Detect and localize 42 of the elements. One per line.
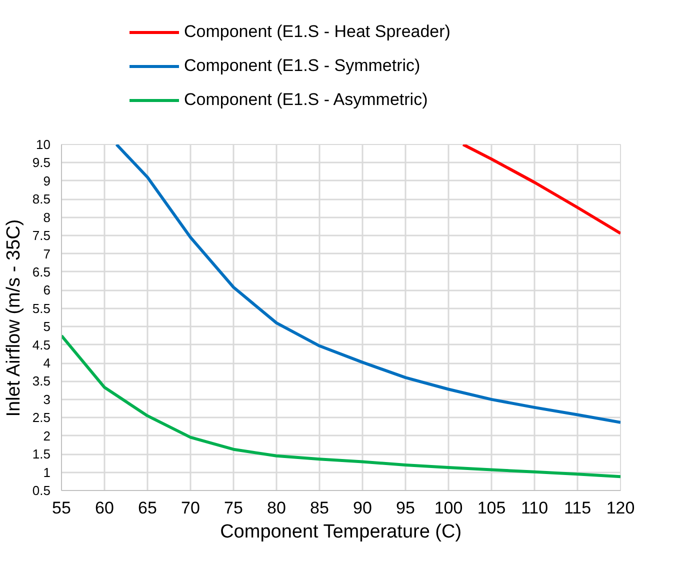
x-tick-label: 100	[434, 498, 463, 518]
y-tick-label: 2.5	[32, 410, 51, 426]
y-tick-label: 0.5	[32, 483, 51, 498]
y-tick-label: 9.5	[32, 155, 51, 170]
y-tick-label: 4.5	[32, 337, 51, 352]
y-tick-label: 5	[43, 319, 51, 334]
y-tick-label: 3	[43, 392, 51, 407]
x-tick-label: 95	[396, 498, 415, 518]
x-tick-label: 85	[310, 498, 329, 518]
x-tick-label: 75	[224, 498, 243, 518]
x-tick-label: 80	[267, 498, 286, 518]
y-tick-label: 5.5	[32, 300, 51, 316]
x-tick-label: 70	[181, 498, 200, 518]
y-tick-label: 7.5	[32, 228, 51, 244]
y-tick-label: 8	[43, 210, 51, 225]
x-tick-label: 120	[606, 498, 635, 518]
y-tick-label: 4	[43, 356, 51, 371]
y-tick-label: 7	[43, 246, 51, 262]
x-tick-label: 60	[95, 498, 114, 518]
x-axis-title: Component Temperature (C)	[220, 522, 462, 542]
y-tick-label: 10	[36, 137, 51, 152]
x-tick-label: 105	[477, 498, 506, 518]
y-tick-label: 6	[43, 282, 51, 298]
x-tick-label: 55	[52, 498, 71, 518]
y-tick-label: 2	[43, 428, 51, 444]
legend-label: Component (E1.S - Asymmetric)	[184, 90, 428, 110]
line-series	[62, 334, 620, 478]
x-tick-label: 65	[138, 498, 157, 518]
legend-label: Component (E1.S - Heat Spreader)	[184, 22, 450, 42]
y-tick-label: 1	[43, 464, 51, 480]
x-tick-label: 90	[353, 498, 372, 518]
y-tick-label: 8.5	[32, 192, 51, 207]
line-series	[115, 144, 620, 424]
y-tick-label: 1.5	[32, 446, 51, 462]
y-tick-label: 6.5	[32, 264, 51, 280]
y-tick-label: 9	[43, 173, 51, 188]
y-tick-label: 3.5	[32, 374, 51, 389]
line-series	[462, 144, 620, 235]
legend-label: Component (E1.S - Symmetric)	[184, 56, 420, 76]
x-tick-label: 110	[520, 498, 548, 518]
y-axis-title: Inlet Airflow (m/s - 35C)	[3, 219, 24, 417]
x-tick-label: 115	[564, 498, 592, 518]
